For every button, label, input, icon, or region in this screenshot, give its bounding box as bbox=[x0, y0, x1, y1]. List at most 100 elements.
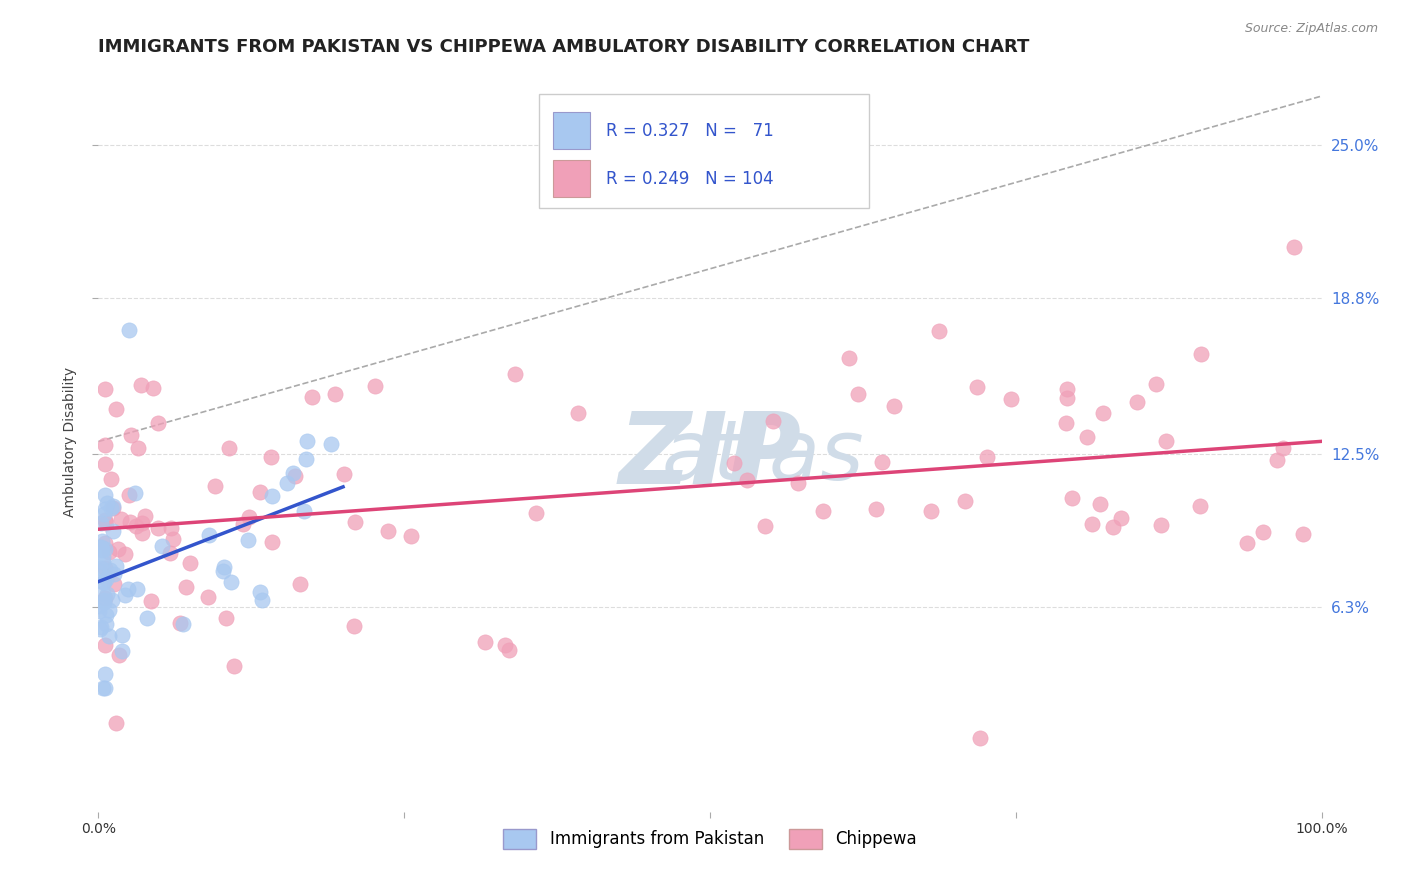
Point bbox=[94, 616, 117, 631]
Point bbox=[197, 590, 219, 604]
Point bbox=[110, 512, 132, 526]
Point bbox=[98, 545, 121, 559]
Point bbox=[101, 500, 124, 515]
Point bbox=[103, 577, 125, 591]
Point bbox=[117, 582, 139, 596]
Point bbox=[90, 542, 112, 557]
Text: atlas: atlas bbox=[557, 416, 863, 497]
Point bbox=[236, 533, 259, 548]
Point bbox=[762, 413, 785, 427]
Point bbox=[89, 622, 111, 636]
Point bbox=[1102, 520, 1125, 534]
Point bbox=[105, 559, 128, 574]
Point bbox=[103, 499, 125, 513]
Point bbox=[118, 324, 141, 338]
FancyBboxPatch shape bbox=[554, 161, 591, 197]
Point bbox=[221, 574, 243, 589]
Point bbox=[96, 587, 118, 601]
Point bbox=[97, 603, 120, 617]
Point bbox=[93, 638, 115, 652]
Point bbox=[723, 456, 745, 470]
Point bbox=[100, 500, 122, 515]
Text: R = 0.327   N =   71: R = 0.327 N = 71 bbox=[606, 121, 773, 139]
Point bbox=[250, 593, 273, 607]
Point bbox=[114, 547, 136, 561]
Point bbox=[364, 378, 387, 392]
Point bbox=[567, 406, 589, 420]
Point bbox=[96, 496, 118, 510]
Point bbox=[90, 534, 112, 549]
Text: IMMIGRANTS FROM PAKISTAN VS CHIPPEWA AMBULATORY DISABILITY CORRELATION CHART: IMMIGRANTS FROM PAKISTAN VS CHIPPEWA AMB… bbox=[98, 38, 1029, 56]
Point bbox=[498, 642, 520, 657]
Point bbox=[204, 478, 226, 492]
Text: R = 0.249   N = 104: R = 0.249 N = 104 bbox=[606, 169, 773, 187]
Point bbox=[94, 502, 117, 516]
Point bbox=[198, 527, 221, 541]
Point bbox=[87, 604, 110, 618]
Point bbox=[94, 542, 117, 557]
FancyBboxPatch shape bbox=[554, 112, 591, 149]
Point bbox=[89, 599, 111, 613]
Point bbox=[93, 438, 115, 452]
Point bbox=[1109, 511, 1132, 525]
Point bbox=[93, 560, 115, 574]
Point bbox=[969, 731, 991, 745]
Point bbox=[301, 390, 323, 404]
Point bbox=[811, 504, 834, 518]
Point bbox=[90, 540, 112, 554]
Point bbox=[125, 582, 148, 596]
Point bbox=[111, 644, 134, 658]
Point bbox=[94, 516, 117, 530]
Point bbox=[94, 681, 117, 696]
Point bbox=[91, 681, 114, 696]
Point bbox=[1146, 376, 1168, 391]
Point bbox=[1189, 347, 1212, 361]
Point bbox=[93, 592, 115, 607]
Point bbox=[160, 521, 183, 535]
Point bbox=[1054, 416, 1077, 430]
Point bbox=[134, 509, 156, 524]
Point bbox=[333, 467, 356, 482]
Point bbox=[1271, 442, 1294, 456]
Point bbox=[98, 563, 121, 577]
Point bbox=[150, 539, 173, 553]
Point bbox=[90, 620, 112, 634]
Point bbox=[232, 516, 254, 531]
Point bbox=[127, 442, 149, 456]
Point bbox=[146, 521, 169, 535]
Point bbox=[1000, 392, 1022, 406]
Point bbox=[1188, 500, 1211, 514]
Point bbox=[107, 542, 129, 557]
Point bbox=[323, 386, 346, 401]
Point bbox=[94, 513, 117, 527]
Point bbox=[1080, 516, 1102, 531]
Point bbox=[124, 485, 146, 500]
Point bbox=[211, 564, 233, 578]
Point bbox=[90, 516, 112, 530]
Point bbox=[319, 437, 342, 451]
Point bbox=[1282, 240, 1305, 254]
Point bbox=[120, 427, 142, 442]
Text: ZIP: ZIP bbox=[619, 408, 801, 505]
Point bbox=[846, 387, 869, 401]
Point bbox=[1088, 497, 1111, 511]
Point bbox=[103, 567, 125, 582]
Point bbox=[921, 504, 943, 518]
Point bbox=[172, 616, 194, 631]
Point bbox=[93, 457, 115, 471]
Point bbox=[104, 715, 127, 730]
Point bbox=[1056, 391, 1078, 405]
Point bbox=[218, 441, 240, 455]
Point bbox=[928, 324, 950, 338]
Point bbox=[1150, 518, 1173, 533]
Point bbox=[1092, 406, 1115, 420]
Point bbox=[838, 351, 860, 365]
Point bbox=[288, 576, 311, 591]
FancyBboxPatch shape bbox=[538, 94, 869, 209]
Point bbox=[131, 526, 153, 541]
Point bbox=[100, 472, 122, 486]
Point bbox=[344, 515, 367, 529]
Point bbox=[91, 555, 114, 569]
Point bbox=[93, 507, 115, 521]
Point bbox=[872, 455, 894, 469]
